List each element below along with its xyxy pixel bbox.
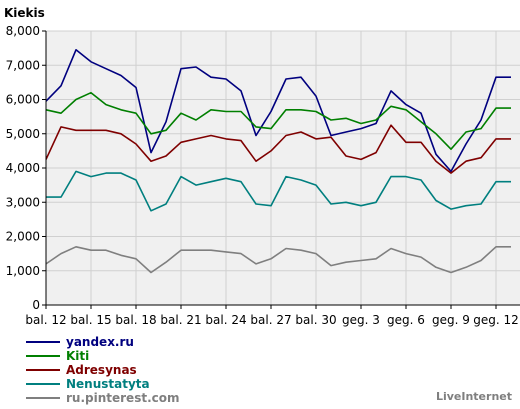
chart-title: Kiekis: [4, 6, 45, 20]
y-tick-label: 7,000: [6, 58, 40, 72]
x-tick-label: bal. 27: [250, 313, 291, 327]
series-line-1: [45, 91, 511, 150]
tick-labels: 0 1,000 2,000 3,000 4,000 5,000 6,000 7,000 8,00…: [6, 24, 519, 327]
series-line-4: [45, 246, 511, 274]
x-tick-label: bal. 18: [115, 313, 156, 327]
series-lines: [45, 48, 511, 274]
x-tick-label: bal. 15: [70, 313, 111, 327]
x-tick-label: geg. 3: [342, 313, 380, 327]
legend-label: Kiti: [66, 349, 89, 363]
series-line-0: [45, 48, 511, 173]
x-tick-label: bal. 21: [160, 313, 201, 327]
legend: yandex.ruKitiAdresynasNenustatytaru.pint…: [26, 335, 180, 405]
y-tick-label: 1,000: [6, 264, 40, 278]
source-credit: LiveInternet: [436, 390, 512, 403]
y-tick-label: 3,000: [6, 195, 40, 209]
y-tick-label: 6,000: [6, 93, 40, 107]
legend-label: Nenustatyta: [66, 377, 150, 391]
x-tick-label: bal. 24: [205, 313, 246, 327]
y-tick-label: 2,000: [6, 230, 40, 244]
x-tick-label: geg. 9: [432, 313, 470, 327]
series-line-3: [46, 170, 511, 212]
series-line-2: [45, 124, 511, 174]
legend-label: Adresynas: [66, 363, 137, 377]
legend-label: yandex.ru: [66, 335, 134, 349]
x-tick-label: geg. 12: [473, 313, 519, 327]
x-tick-label: bal. 30: [295, 313, 336, 327]
legend-label: ru.pinterest.com: [66, 391, 180, 405]
y-tick-label: 8,000: [6, 24, 40, 38]
x-tick-label: geg. 6: [387, 313, 425, 327]
y-tick-label: 4,000: [6, 161, 40, 175]
x-tick-label: bal. 12: [25, 313, 66, 327]
y-tick-label: 0: [32, 298, 40, 312]
y-tick-label: 5,000: [6, 127, 40, 141]
